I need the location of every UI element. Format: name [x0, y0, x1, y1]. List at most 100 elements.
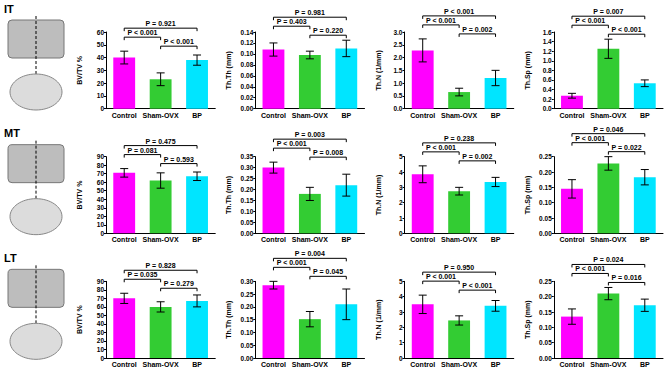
svg-text:Sham-OVX: Sham-OVX — [143, 112, 180, 119]
svg-text:30: 30 — [97, 204, 105, 211]
svg-text:Control: Control — [112, 112, 137, 119]
svg-text:P = 0.593: P = 0.593 — [164, 156, 194, 163]
svg-text:60: 60 — [97, 29, 105, 36]
svg-text:40: 40 — [97, 54, 105, 61]
svg-text:0.20: 0.20 — [241, 186, 254, 193]
svg-text:P < 0.001: P < 0.001 — [575, 135, 605, 142]
svg-text:0.25: 0.25 — [539, 153, 552, 160]
svg-text:0.0: 0.0 — [393, 105, 402, 112]
svg-text:0.20: 0.20 — [539, 169, 552, 176]
svg-text:0.04: 0.04 — [241, 83, 254, 90]
svg-text:10: 10 — [97, 92, 105, 99]
svg-text:0.10: 0.10 — [539, 199, 552, 206]
svg-text:Sham-OVX: Sham-OVX — [292, 112, 329, 119]
svg-text:30: 30 — [97, 329, 105, 336]
svg-text:BV/TV %: BV/TV % — [76, 55, 83, 85]
svg-text:P = 0.008: P = 0.008 — [313, 149, 343, 156]
svg-text:0.6: 0.6 — [543, 76, 552, 83]
svg-text:BP: BP — [341, 112, 351, 119]
svg-text:50: 50 — [97, 187, 105, 194]
svg-text:Sham-OVX: Sham-OVX — [143, 361, 180, 368]
svg-text:P = 0.004: P = 0.004 — [295, 250, 325, 257]
svg-text:90: 90 — [97, 153, 105, 160]
svg-text:P < 0.001: P < 0.001 — [444, 8, 474, 15]
svg-text:0: 0 — [100, 355, 104, 362]
svg-text:2.0: 2.0 — [393, 54, 402, 61]
svg-text:P = 0.475: P = 0.475 — [146, 138, 176, 145]
svg-text:30: 30 — [97, 67, 105, 74]
svg-text:1.4: 1.4 — [543, 38, 552, 45]
svg-text:50: 50 — [97, 312, 105, 319]
svg-text:1.0: 1.0 — [393, 80, 402, 87]
svg-text:P = 0.045: P = 0.045 — [313, 268, 343, 275]
svg-text:MT: MT — [4, 127, 20, 139]
svg-text:40: 40 — [97, 320, 105, 327]
svg-text:3: 3 — [399, 184, 403, 191]
svg-text:P < 0.001: P < 0.001 — [462, 282, 492, 289]
svg-text:70: 70 — [97, 170, 105, 177]
svg-text:0.15: 0.15 — [539, 184, 552, 191]
svg-text:Th.Sp (mm): Th.Sp (mm) — [524, 176, 532, 215]
svg-text:Control: Control — [410, 112, 435, 119]
svg-text:P < 0.001: P < 0.001 — [426, 273, 456, 280]
svg-text:0.8: 0.8 — [543, 67, 552, 74]
svg-text:Th.N (1/mm): Th.N (1/mm) — [375, 175, 383, 215]
svg-text:50: 50 — [97, 41, 105, 48]
svg-text:0.00: 0.00 — [539, 355, 552, 362]
svg-text:0.30: 0.30 — [241, 278, 254, 285]
svg-text:0.10: 0.10 — [539, 324, 552, 331]
svg-text:Th.Sp (mm): Th.Sp (mm) — [524, 51, 532, 90]
svg-text:20: 20 — [97, 80, 105, 87]
svg-text:P = 0.035: P = 0.035 — [127, 271, 157, 278]
svg-text:P = 0.403: P = 0.403 — [277, 18, 307, 25]
svg-text:Control: Control — [112, 361, 137, 368]
svg-text:P = 0.016: P = 0.016 — [612, 274, 642, 281]
svg-text:Control: Control — [261, 236, 286, 243]
svg-text:5: 5 — [399, 278, 403, 285]
svg-text:1.0: 1.0 — [543, 57, 552, 64]
svg-text:90: 90 — [97, 278, 105, 285]
svg-text:Sham-OVX: Sham-OVX — [292, 236, 329, 243]
svg-text:0: 0 — [399, 355, 403, 362]
svg-text:P < 0.001: P < 0.001 — [127, 29, 157, 36]
svg-text:P = 0.046: P = 0.046 — [593, 126, 623, 133]
svg-text:3: 3 — [399, 309, 403, 316]
svg-text:Th.Sp (mm): Th.Sp (mm) — [524, 300, 532, 339]
svg-text:P = 0.022: P = 0.022 — [612, 144, 642, 151]
svg-text:Th.Th (mm): Th.Th (mm) — [225, 176, 233, 214]
svg-text:Th.Th (mm): Th.Th (mm) — [225, 51, 233, 89]
svg-text:Control: Control — [560, 112, 585, 119]
svg-text:1: 1 — [399, 339, 403, 346]
svg-text:Control: Control — [410, 236, 435, 243]
svg-text:Th.Th (mm): Th.Th (mm) — [225, 301, 233, 339]
svg-text:P < 0.001: P < 0.001 — [612, 26, 642, 33]
svg-text:BP: BP — [192, 112, 202, 119]
svg-text:Control: Control — [560, 236, 585, 243]
svg-text:0.25: 0.25 — [539, 278, 552, 285]
svg-text:P = 0.981: P = 0.981 — [295, 9, 325, 16]
svg-text:0.35: 0.35 — [241, 153, 254, 160]
svg-text:BP: BP — [491, 236, 501, 243]
svg-text:2.5: 2.5 — [393, 41, 402, 48]
svg-text:1: 1 — [399, 215, 403, 222]
svg-text:0.05: 0.05 — [241, 219, 254, 226]
svg-text:0.00: 0.00 — [241, 230, 254, 237]
svg-text:BV/TV %: BV/TV % — [76, 180, 83, 210]
svg-text:0.2: 0.2 — [543, 96, 552, 103]
svg-text:Control: Control — [112, 236, 137, 243]
svg-text:P = 0.950: P = 0.950 — [444, 264, 474, 271]
svg-text:BP: BP — [341, 236, 351, 243]
svg-text:Control: Control — [261, 361, 286, 368]
svg-text:LT: LT — [4, 252, 17, 264]
svg-text:0.05: 0.05 — [539, 215, 552, 222]
svg-text:70: 70 — [97, 295, 105, 302]
svg-text:0.15: 0.15 — [241, 316, 254, 323]
svg-text:P = 0.024: P = 0.024 — [593, 256, 623, 263]
svg-text:20: 20 — [97, 213, 105, 220]
svg-text:80: 80 — [97, 162, 105, 169]
svg-text:1.2: 1.2 — [543, 48, 552, 55]
svg-text:0.00: 0.00 — [241, 105, 254, 112]
svg-text:Control: Control — [410, 361, 435, 368]
svg-text:0.05: 0.05 — [539, 339, 552, 346]
svg-text:2: 2 — [399, 324, 403, 331]
